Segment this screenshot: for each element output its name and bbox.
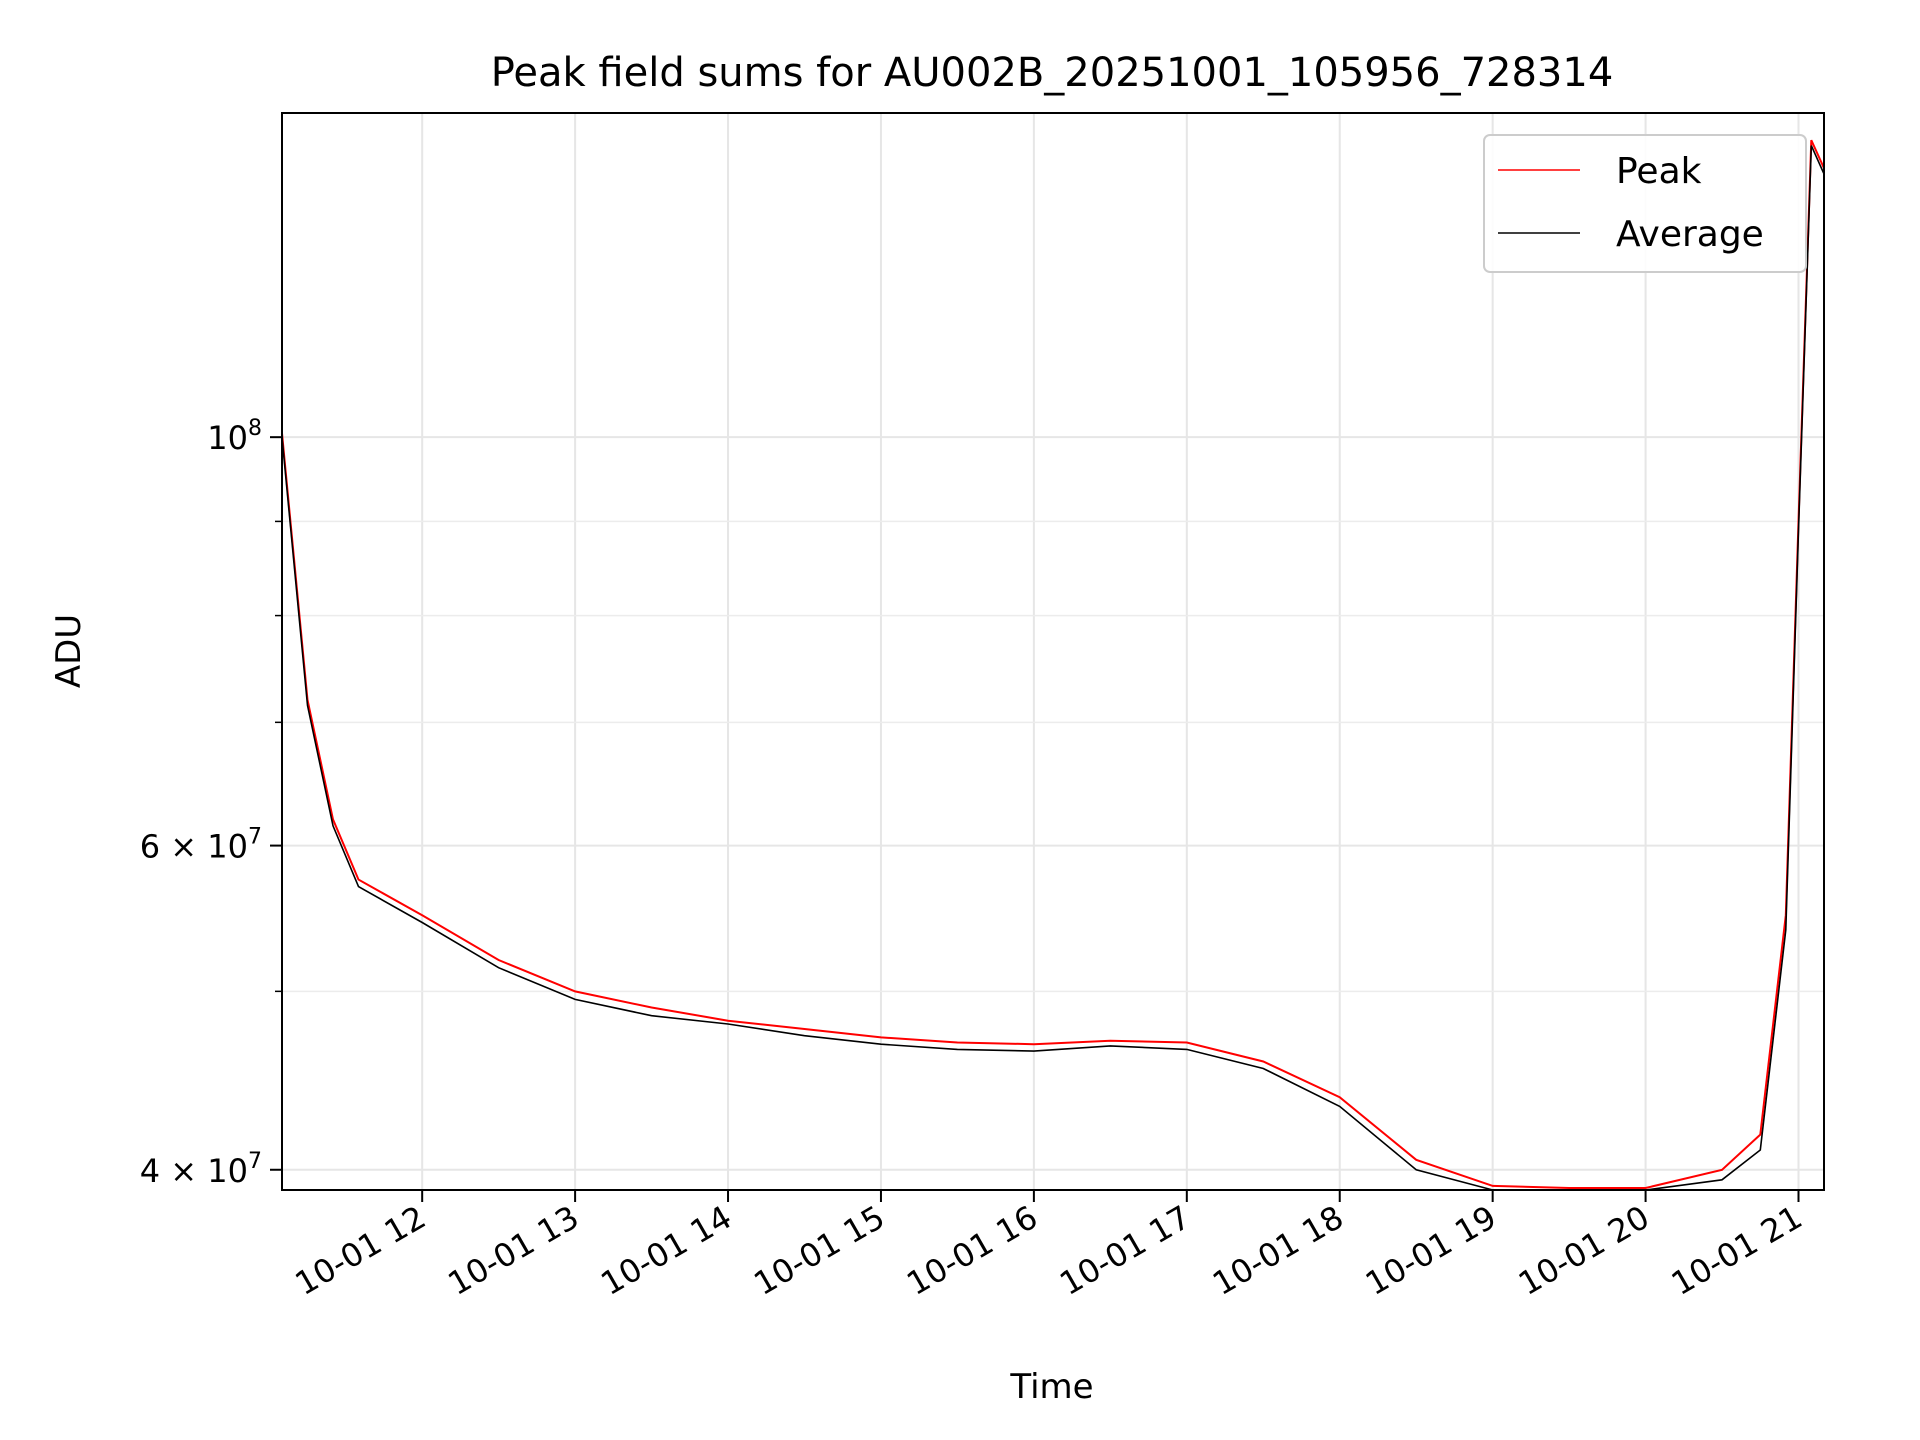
legend-label-peak: Peak (1616, 151, 1702, 192)
plot-frame (281, 112, 1825, 1191)
grid (282, 113, 1824, 1190)
series-line-peak (281, 139, 1825, 1189)
y-tick-label: 4 × 107 (140, 1149, 262, 1190)
series-line-average (281, 145, 1825, 1191)
x-axis-label: Time (1009, 1367, 1093, 1407)
y-axis: 4 × 107 6 × 107 108 (140, 416, 282, 1190)
legend-label-average: Average (1616, 214, 1764, 255)
y-tick-label: 108 (207, 416, 262, 457)
legend: Peak Average (1483, 134, 1807, 273)
y-tick-label: 6 × 107 (140, 825, 262, 866)
y-axis-label: ADU (49, 614, 89, 688)
plot-series (281, 139, 1825, 1191)
chart-title: Peak field sums for AU002B_20251001_1059… (491, 50, 1614, 96)
